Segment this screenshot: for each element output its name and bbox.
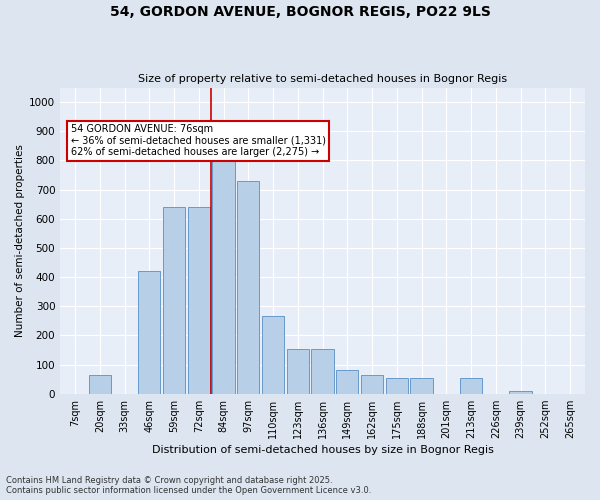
- Bar: [163, 207, 185, 394]
- Bar: [138, 271, 160, 394]
- Bar: [386, 378, 408, 394]
- Bar: [509, 391, 532, 394]
- Text: 54, GORDON AVENUE, BOGNOR REGIS, PO22 9LS: 54, GORDON AVENUE, BOGNOR REGIS, PO22 9L…: [110, 5, 490, 19]
- Bar: [311, 348, 334, 394]
- Bar: [410, 378, 433, 394]
- Bar: [89, 374, 111, 394]
- Bar: [237, 181, 259, 394]
- Bar: [212, 158, 235, 394]
- X-axis label: Distribution of semi-detached houses by size in Bognor Regis: Distribution of semi-detached houses by …: [152, 445, 494, 455]
- Bar: [188, 207, 210, 394]
- Bar: [361, 374, 383, 394]
- Bar: [287, 348, 309, 394]
- Text: 54 GORDON AVENUE: 76sqm
← 36% of semi-detached houses are smaller (1,331)
62% of: 54 GORDON AVENUE: 76sqm ← 36% of semi-de…: [71, 124, 326, 158]
- Y-axis label: Number of semi-detached properties: Number of semi-detached properties: [15, 144, 25, 337]
- Bar: [262, 316, 284, 394]
- Bar: [336, 370, 358, 394]
- Text: Contains HM Land Registry data © Crown copyright and database right 2025.
Contai: Contains HM Land Registry data © Crown c…: [6, 476, 371, 495]
- Bar: [460, 378, 482, 394]
- Title: Size of property relative to semi-detached houses in Bognor Regis: Size of property relative to semi-detach…: [138, 74, 507, 84]
